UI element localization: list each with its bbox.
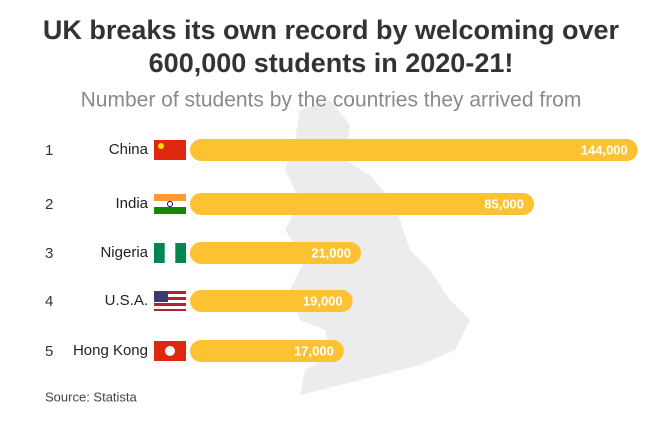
flag-india bbox=[154, 194, 186, 214]
flag-nigeria bbox=[154, 243, 186, 263]
value-label: 144,000 bbox=[581, 142, 628, 157]
rank: 4 bbox=[45, 293, 53, 310]
bar bbox=[190, 340, 344, 362]
subtitle: Number of students by the countries they… bbox=[81, 89, 582, 112]
category-label: U.S.A. bbox=[105, 292, 148, 309]
rank: 3 bbox=[45, 245, 53, 262]
rank: 2 bbox=[45, 196, 53, 213]
bar bbox=[190, 242, 361, 264]
value-label: 17,000 bbox=[294, 343, 334, 358]
category-label: Hong Kong bbox=[73, 342, 148, 359]
bar bbox=[190, 193, 535, 215]
rank: 5 bbox=[45, 343, 53, 360]
value-label: 21,000 bbox=[311, 245, 351, 260]
flag-usa bbox=[154, 291, 186, 311]
flags bbox=[154, 140, 186, 361]
value-label: 19,000 bbox=[303, 293, 343, 308]
flag-hong-kong bbox=[154, 341, 186, 361]
source: Source: Statista bbox=[45, 389, 138, 404]
flag-china bbox=[154, 140, 186, 160]
category-label: Nigeria bbox=[100, 244, 148, 261]
bar bbox=[190, 290, 353, 312]
category-label: India bbox=[115, 195, 148, 212]
uk-map-background bbox=[285, 100, 470, 395]
value-label: 85,000 bbox=[484, 196, 524, 211]
chart-title: UK breaks its own record by welcoming ov… bbox=[42, 15, 620, 78]
rank: 1 bbox=[45, 142, 53, 159]
bar bbox=[190, 139, 638, 161]
category-label: China bbox=[109, 141, 149, 158]
